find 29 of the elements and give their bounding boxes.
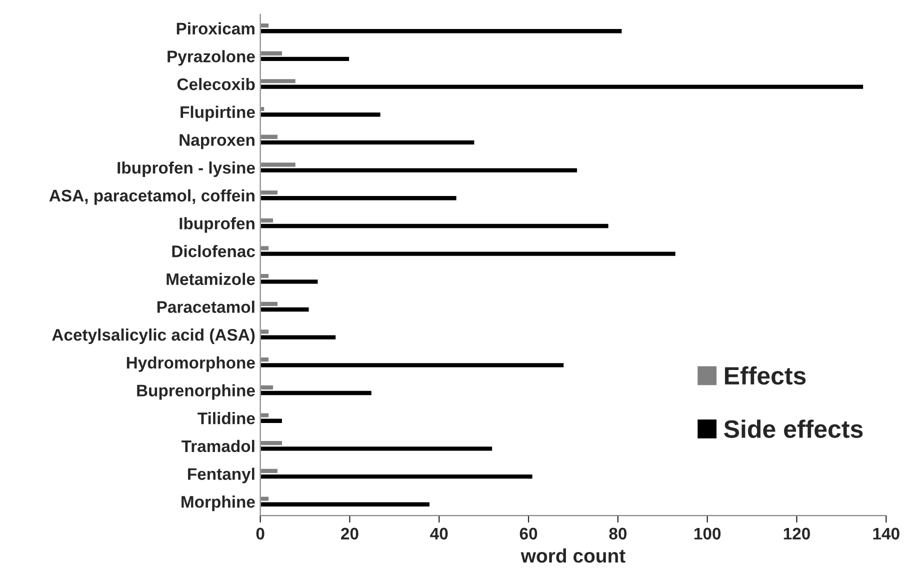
y-tick-label: ASA, paracetamol, coffein: [49, 189, 254, 205]
legend-label: Side effects: [724, 420, 863, 438]
x-tick-label: 140: [873, 528, 900, 540]
y-tick-label: Piroxicam: [176, 22, 254, 35]
x-tick-label: 80: [609, 528, 627, 540]
y-tick-label: Ibuprofen - lysine: [118, 161, 255, 178]
y-tick-label: Tramadol: [182, 440, 254, 452]
x-axis-title: word count: [520, 548, 626, 563]
y-tick-label: Flupirtine: [180, 106, 255, 122]
x-tick-label: 100: [694, 528, 721, 540]
y-tick-label: Tilidine: [198, 412, 255, 424]
y-tick-label: Paracetamol: [157, 300, 254, 313]
y-tick-label: Buprenorphine: [137, 384, 255, 400]
y-tick-label: Ibuprofen: [180, 217, 254, 233]
y-tick-label: Celecoxib: [177, 78, 255, 90]
y-tick-label: Naproxen: [180, 134, 254, 150]
y-tick-label: Morphine: [182, 496, 255, 512]
y-tick-label: Hydromorphone: [126, 356, 255, 372]
y-tick-label: Fentanyl: [188, 468, 254, 484]
y-tick-label: Diclofenac: [172, 245, 255, 258]
y-tick-label: Acetylsalicylic acid (ASA): [52, 328, 255, 344]
x-tick-label: 60: [520, 528, 538, 540]
legend-label: Effects: [724, 366, 806, 385]
y-tick-label: Metamizole: [166, 272, 255, 286]
x-tick-label: 40: [430, 528, 448, 540]
y-tick-label: Pyrazolone: [168, 50, 255, 66]
x-tick-label: 120: [784, 528, 810, 540]
x-tick-label: 20: [341, 528, 358, 540]
x-tick-label: 0: [256, 528, 264, 540]
